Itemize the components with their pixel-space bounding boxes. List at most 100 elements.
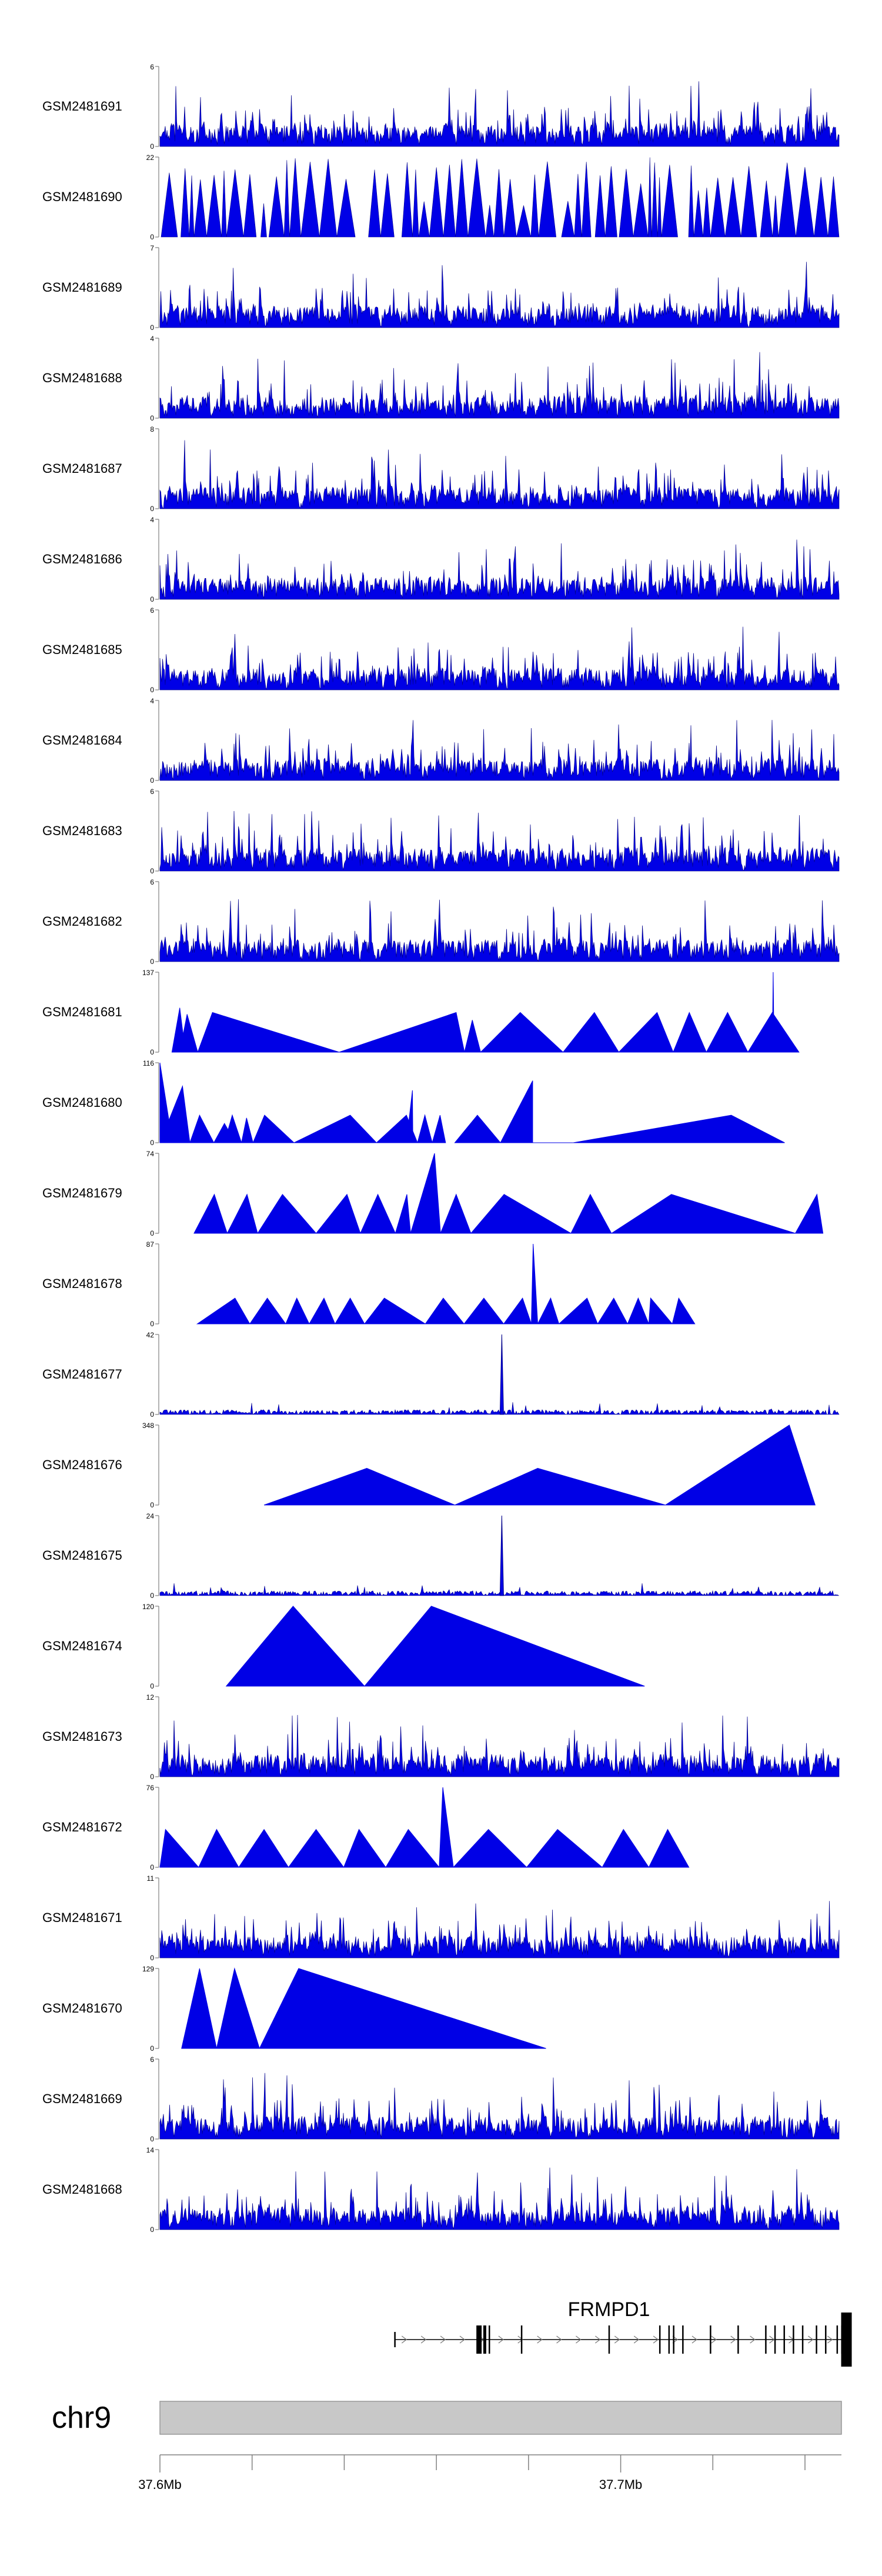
track-GSM2481684: GSM2481684 4 0 [42, 697, 840, 785]
signal-area [196, 1243, 696, 1324]
y-tick-label-min: 0 [150, 323, 154, 332]
signal-peak [285, 1297, 310, 1324]
track-label: GSM2481678 [42, 1276, 122, 1291]
y-tick-label-max: 4 [150, 697, 154, 705]
track-label: GSM2481683 [42, 823, 122, 838]
signal-peak [238, 1828, 289, 1868]
signal-peak [293, 1115, 377, 1143]
signal-peak [794, 1193, 824, 1234]
gene-exon [489, 2325, 490, 2354]
signal-coverage [159, 1714, 840, 1777]
track-label: GSM2481669 [42, 2091, 122, 2106]
signal-peak [671, 1297, 696, 1324]
strand-chevron [595, 2335, 601, 2344]
y-tick-label-min: 0 [150, 1773, 154, 1781]
signal-spike [499, 1334, 504, 1415]
signal-area [161, 157, 840, 238]
signal-peak [771, 972, 775, 1053]
track-GSM2481678: GSM2481678 87 0 [42, 1240, 696, 1328]
track-label: GSM2481668 [42, 2182, 122, 2197]
signal-coverage [159, 352, 840, 419]
chromosome-band [159, 2401, 842, 2435]
gene-exon [479, 2325, 482, 2354]
strand-chevron [750, 2335, 756, 2344]
y-tick-label-max: 116 [143, 1059, 154, 1067]
signal-area [181, 1967, 546, 2049]
y-tick-label-min: 0 [150, 1320, 154, 1328]
signal-peak [363, 1297, 427, 1324]
signal-area [159, 2073, 840, 2140]
strand-chevron [517, 2335, 523, 2344]
y-tick-label-max: 8 [150, 425, 154, 433]
strand-chevron [576, 2335, 582, 2344]
signal-peak [159, 1828, 199, 1868]
track-label: GSM2481672 [42, 1820, 122, 1834]
track-GSM2481691: GSM2481691 6 0 [42, 63, 840, 151]
signal-peak [500, 1080, 533, 1143]
signal-peak [440, 1193, 472, 1234]
strand-chevron [401, 2335, 407, 2344]
gene-exon [476, 2325, 480, 2354]
track-label: GSM2481671 [42, 1910, 122, 1925]
gene-exon [765, 2325, 767, 2354]
signal-area [159, 352, 840, 419]
signal-peak [159, 1085, 191, 1143]
signal-peak [309, 1297, 336, 1324]
track-GSM2481688: GSM2481688 4 0 [42, 335, 840, 422]
signal-peak [189, 1114, 215, 1143]
signal-area [159, 2167, 840, 2230]
y-tick-label-max: 74 [146, 1150, 155, 1158]
signal-peak [343, 1828, 386, 1868]
y-tick-label-max: 22 [146, 154, 155, 162]
signal-area [159, 899, 840, 962]
signal-peak [181, 1968, 218, 2049]
signal-area [159, 1334, 840, 1415]
track-label: GSM2481685 [42, 642, 122, 657]
track-GSM2481689: GSM2481689 7 0 [42, 244, 840, 332]
signal-peak [648, 1828, 690, 1868]
gene-exon [801, 2325, 804, 2354]
gene-exon [483, 2325, 486, 2354]
signal-peak [406, 1090, 413, 1143]
strand-chevron [730, 2335, 736, 2344]
signal-peak [334, 1297, 365, 1324]
track-label: GSM2481675 [42, 1548, 122, 1563]
gene-exon [668, 2325, 670, 2354]
strand-chevron [440, 2335, 446, 2344]
track-label: GSM2481686 [42, 552, 122, 566]
x-tick-label: 37.7Mb [599, 2477, 642, 2492]
signal-area [159, 1901, 840, 1958]
track-label: GSM2481690 [42, 189, 122, 204]
gene-exon [710, 2325, 711, 2354]
signal-peak [225, 1606, 366, 1687]
gene-exon [793, 2325, 794, 2354]
y-tick-label-min: 0 [150, 595, 154, 603]
signal-peak [470, 1194, 572, 1234]
y-tick-label-min: 0 [150, 1139, 154, 1147]
track-label: GSM2481670 [42, 2001, 122, 2016]
signal-coverage [159, 2167, 840, 2230]
strand-chevron [420, 2335, 427, 2344]
signal-area [159, 1515, 840, 1596]
track-GSM2481668: GSM2481668 14 0 [42, 2146, 840, 2234]
signal-coverage [159, 1901, 840, 1958]
signal-area [159, 1714, 840, 1777]
y-tick-label-max: 4 [150, 516, 154, 524]
strand-chevron [827, 2335, 833, 2344]
signal-peak [618, 1012, 674, 1053]
y-tick-label-max: 42 [146, 1331, 155, 1339]
track-label: GSM2481673 [42, 1729, 122, 1744]
track-GSM2481669: GSM2481669 6 0 [42, 2056, 840, 2143]
signal-area [263, 1424, 816, 1506]
strand-chevron [459, 2335, 466, 2344]
gene-exon [774, 2325, 776, 2354]
y-tick-label-min: 0 [150, 2135, 154, 2143]
track-GSM2481685: GSM2481685 6 0 [42, 606, 840, 694]
signal-peak [558, 1297, 599, 1324]
y-tick-label-max: 87 [146, 1240, 155, 1249]
track-GSM2481676: GSM2481676 348 0 [42, 1422, 816, 1509]
gene-exon [608, 2325, 610, 2354]
strand-chevron [498, 2335, 504, 2344]
track-GSM2481674: GSM2481674 120 0 [42, 1603, 645, 1690]
